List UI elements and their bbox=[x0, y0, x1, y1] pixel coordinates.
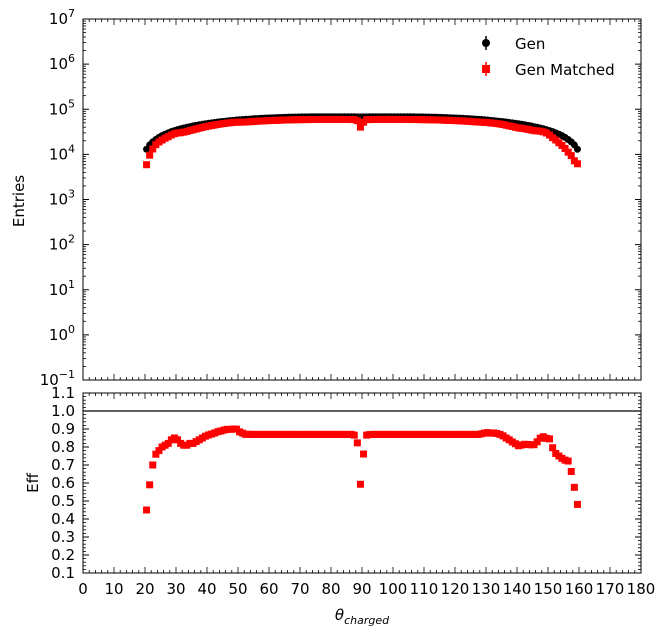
x-tick-label: 70 bbox=[290, 580, 309, 598]
efficiency-point bbox=[533, 438, 541, 446]
efficiency-y-tick-label: 0.4 bbox=[51, 510, 75, 528]
gen-matched-point bbox=[149, 145, 157, 153]
legend-gen-matched-label: Gen Matched bbox=[515, 61, 615, 79]
x-axis-label-subscript: charged bbox=[344, 614, 390, 627]
efficiency-y-tick-label: 1.0 bbox=[51, 402, 75, 420]
entries-y-tick-label: 101 bbox=[49, 278, 75, 299]
x-tick-label: 170 bbox=[596, 580, 625, 598]
efficiency-point bbox=[155, 447, 163, 455]
gen-matched-point bbox=[353, 117, 361, 125]
efficiency-point bbox=[353, 439, 361, 447]
entries-y-tick-label: 105 bbox=[49, 97, 75, 118]
efficiency-y-tick-label: 0.5 bbox=[51, 492, 75, 510]
x-axis-label: θcharged bbox=[335, 606, 390, 627]
efficiency-y-axis-label: Eff bbox=[24, 472, 42, 492]
efficiency-point bbox=[146, 481, 154, 489]
x-axis-label-symbol: θ bbox=[335, 606, 344, 624]
efficiency-point bbox=[549, 444, 557, 452]
x-tick-label: 60 bbox=[259, 580, 278, 598]
x-tick-label: 130 bbox=[472, 580, 501, 598]
x-tick-label: 160 bbox=[565, 580, 594, 598]
x-tick-label: 10 bbox=[104, 580, 123, 598]
efficiency-point bbox=[573, 500, 581, 508]
efficiency-y-tick-label: 0.6 bbox=[51, 474, 75, 492]
entries-plot-frame bbox=[82, 18, 642, 381]
efficiency-y-tick-label: 0.3 bbox=[51, 528, 75, 546]
gen-point bbox=[573, 145, 581, 153]
efficiency-point bbox=[174, 436, 182, 444]
x-tick-label: 140 bbox=[503, 580, 532, 598]
efficiency-y-tick-label: 0.8 bbox=[51, 438, 75, 456]
efficiency-series bbox=[143, 425, 581, 514]
gen-matched-series bbox=[143, 115, 581, 169]
efficiency-y-tick-label: 0.1 bbox=[51, 564, 75, 582]
gen-matched-point bbox=[573, 160, 581, 168]
gen-matched-point bbox=[146, 151, 154, 159]
legend-gen-marker bbox=[482, 39, 490, 47]
efficiency-panel: 0.10.20.30.40.50.60.70.80.91.01.1 0 10 20 30… bbox=[24, 384, 655, 627]
efficiency-ticks: 0.10.20.30.40.50.60.70.80.91.01.1 0 10 20 30… bbox=[51, 384, 655, 598]
x-tick-label: 80 bbox=[321, 580, 340, 598]
efficiency-y-tick-label: 0.7 bbox=[51, 456, 75, 474]
efficiency-point bbox=[546, 435, 554, 443]
efficiency-point bbox=[570, 483, 578, 491]
x-tick-label: 20 bbox=[135, 580, 154, 598]
efficiency-y-tick-label: 1.1 bbox=[51, 384, 75, 402]
gen-matched-point bbox=[356, 123, 364, 131]
entries-ticks: 10−1 100 101 102 103 104 105 106 107 bbox=[40, 7, 642, 389]
legend-gen-matched-marker bbox=[482, 65, 490, 73]
efficiency-point bbox=[564, 457, 572, 465]
entries-y-tick-label: 100 bbox=[49, 323, 75, 344]
x-tick-label: 0 bbox=[78, 580, 88, 598]
legend: Gen Gen Matched bbox=[482, 35, 615, 79]
x-tick-label: 30 bbox=[166, 580, 185, 598]
gen-matched-point bbox=[143, 161, 151, 169]
x-tick-label: 120 bbox=[441, 580, 470, 598]
efficiency-point bbox=[350, 431, 358, 439]
x-tick-label: 110 bbox=[410, 580, 439, 598]
gen-matched-point bbox=[567, 152, 575, 160]
entries-y-tick-label: 107 bbox=[49, 7, 75, 28]
efficiency-point bbox=[567, 467, 575, 475]
efficiency-point bbox=[149, 461, 157, 469]
entries-y-tick-label: 106 bbox=[49, 52, 75, 73]
x-tick-label: 40 bbox=[197, 580, 216, 598]
x-tick-label: 90 bbox=[352, 580, 371, 598]
efficiency-point bbox=[356, 480, 364, 488]
efficiency-point bbox=[360, 450, 368, 458]
efficiency-point bbox=[164, 439, 172, 447]
x-tick-label: 150 bbox=[534, 580, 563, 598]
x-tick-label: 100 bbox=[379, 580, 408, 598]
efficiency-y-tick-label: 0.9 bbox=[51, 420, 75, 438]
entries-y-tick-label: 10−1 bbox=[40, 368, 75, 389]
legend-gen-label: Gen bbox=[515, 35, 545, 53]
efficiency-point bbox=[152, 450, 160, 458]
entries-y-tick-label: 103 bbox=[49, 188, 75, 209]
efficiency-point bbox=[143, 506, 151, 514]
x-tick-label: 50 bbox=[228, 580, 247, 598]
entries-y-tick-label: 104 bbox=[49, 142, 75, 163]
entries-panel: 10−1 100 101 102 103 104 105 106 107 Entries Gen… bbox=[10, 7, 642, 389]
entries-y-tick-label: 102 bbox=[49, 233, 75, 254]
entries-y-axis-label: Entries bbox=[10, 175, 28, 227]
x-tick-label: 180 bbox=[627, 580, 656, 598]
efficiency-y-tick-label: 0.2 bbox=[51, 546, 75, 564]
gen-matched-point bbox=[561, 144, 569, 152]
